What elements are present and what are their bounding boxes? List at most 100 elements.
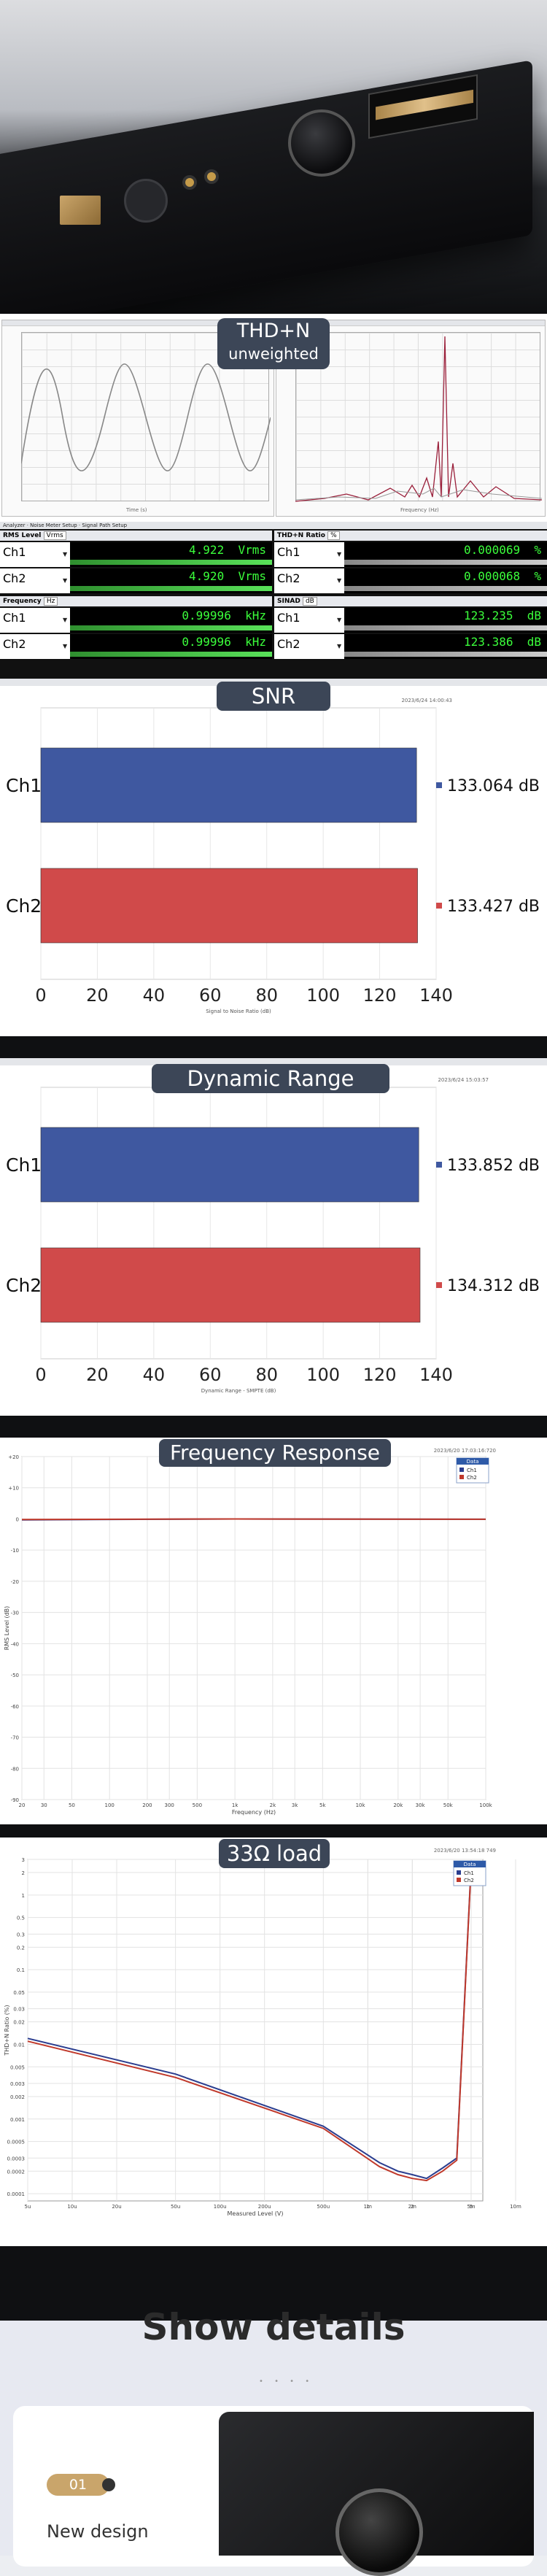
meter-row: Ch2 ▼ 4.920 Vrms: [0, 568, 272, 593]
dynamic-range-chart: 0 20 40 60 80 100 120 140 Dynamic Range - SMPTE …: [6, 1087, 540, 1394]
dropdown-arrow-icon[interactable]: ▼: [63, 617, 68, 623]
x-tick-label: 10u: [67, 2204, 77, 2210]
fft-grid: [295, 332, 540, 501]
meter-header-rms: RMS Level Vrms: [0, 531, 272, 541]
y-tick-label: 0.02: [13, 2020, 25, 2026]
legend-title: Data: [464, 1862, 476, 1867]
x-tick-label: 500u: [317, 2204, 330, 2210]
y-tick-label: -10: [11, 1548, 19, 1554]
y-tick-label: -20: [11, 1579, 19, 1585]
unit-select[interactable]: dB: [302, 597, 317, 606]
card-number-badge: 01: [47, 2474, 115, 2496]
thdn-measurement-panel: Time (s) Frequency (Hz) THD+N unweighted…: [0, 314, 547, 679]
meter-row: Ch1 ▼ 0.000069 %: [274, 542, 547, 567]
legend-label: Ch1: [464, 1870, 474, 1876]
unit-select[interactable]: %: [327, 531, 340, 540]
dropdown-arrow-icon[interactable]: ▼: [63, 551, 68, 558]
dropdown-arrow-icon[interactable]: ▼: [63, 577, 68, 584]
legend-swatch: [459, 1475, 464, 1479]
bar: [40, 868, 418, 944]
legend-swatch: [436, 782, 442, 788]
x-tick-label: 5u: [25, 2204, 31, 2210]
y-tick-label: 1: [22, 1893, 25, 1899]
timestamp: 2023/6/24 14:00:43: [401, 698, 452, 703]
legend-swatch: [457, 1878, 461, 1882]
y-tick-label: -40: [11, 1641, 19, 1647]
x-tick-label: 120: [363, 1365, 397, 1385]
category-label: Ch1: [6, 775, 42, 796]
y-tick-label: 0.0002: [7, 2169, 26, 2175]
y-tick-label: 0.0005: [7, 2140, 26, 2145]
x-tick-label: 5k: [319, 1802, 326, 1808]
dropdown-arrow-icon[interactable]: ▼: [337, 643, 342, 649]
x-tick-label: 20: [19, 1802, 26, 1808]
y-tick-label: -80: [11, 1766, 19, 1772]
meter-header-sinad: SINAD dB: [274, 596, 547, 606]
x-tick-label: 60: [199, 1365, 222, 1385]
x-tick-label: 10m: [510, 2204, 521, 2210]
card-knob-image: [335, 2488, 423, 2576]
x-tick-label: 20: [86, 1365, 109, 1385]
meter-row: Ch2 ▼ 123.386 dB: [274, 634, 547, 659]
dropdown-arrow-icon[interactable]: ▼: [337, 617, 342, 623]
x-tick-label: 140: [419, 1365, 453, 1385]
fft-graph: Frequency (Hz): [276, 320, 546, 517]
category-label: Ch2: [6, 1275, 42, 1296]
timestamp: 2023/6/20 17:03:16:720: [433, 1448, 496, 1454]
x-tick-label: 40: [143, 1365, 166, 1385]
legend-label: Ch2: [467, 1475, 477, 1481]
bar: [40, 1247, 421, 1323]
tab-signal-path[interactable]: Signal Path Setup: [82, 522, 128, 528]
tab-noise-meter[interactable]: Noise Meter Setup: [30, 522, 77, 528]
headphone-jack: [204, 169, 219, 184]
dropdown-arrow-icon[interactable]: ▼: [337, 577, 342, 584]
dropdown-arrow-icon[interactable]: ▼: [63, 643, 68, 649]
meter-row: Ch1 ▼ 0.99996 kHz: [0, 608, 272, 633]
dynamic-range-tag: Dynamic Range: [152, 1064, 389, 1093]
value-label: 133.064 dB: [447, 777, 540, 795]
unit-select[interactable]: Hz: [43, 597, 58, 606]
x-tick-label: 3k: [292, 1802, 298, 1808]
x-tick-label: 1k: [232, 1802, 238, 1808]
x-tick-label: 30k: [416, 1802, 426, 1808]
dropdown-arrow-icon[interactable]: ▼: [337, 551, 342, 558]
fft-xlabel: Frequency (Hz): [400, 507, 439, 513]
meter-row: Ch1 ▼ 4.922 Vrms: [0, 542, 272, 567]
thdn-vs-level-chart: 5u10u20u50u100u200u500u1m2m5m10m20m50m10…: [4, 1857, 521, 2217]
timestamp: 2023/6/24 15:03:57: [438, 1077, 489, 1083]
timestamp: 2023/6/20 13:54:18 749: [433, 1848, 496, 1854]
x-tick-label: 300: [165, 1802, 174, 1808]
x-axis-label: Measured Level (V): [228, 2210, 284, 2217]
meter-row: Ch2 ▼ 0.99996 kHz: [0, 634, 272, 659]
series-line: [21, 1518, 486, 1521]
x-tick-label: 200: [142, 1802, 152, 1808]
y-tick-label: -50: [11, 1673, 19, 1678]
snr-chart: 0 20 40 60 80 100 120 140 Signal to Noise Ratio …: [6, 707, 540, 1014]
y-axis-label: THD+N Ratio (%): [4, 2005, 10, 2056]
y-tick-label: 0.001: [10, 2117, 25, 2123]
category-label: Ch1: [6, 1154, 42, 1176]
x-tick-label: 2m: [408, 2204, 416, 2210]
y-tick-label: 0: [16, 1516, 19, 1522]
x-tick-label: 0: [35, 985, 46, 1006]
sine-wave: [21, 363, 271, 471]
x-tick-label: 0: [35, 1365, 46, 1385]
x-tick-label: 100: [306, 985, 340, 1006]
fft-spectrum: [295, 336, 542, 502]
series-line: [27, 1865, 472, 2180]
x-tick-label: 60: [199, 985, 222, 1006]
unit-select[interactable]: Vrms: [43, 531, 66, 540]
tab-analyzer[interactable]: Analyzer: [3, 522, 26, 528]
legend-swatch: [436, 903, 442, 909]
legend-swatch: [436, 1162, 442, 1168]
bar: [40, 747, 417, 823]
series-line: [27, 1866, 472, 2182]
window-titlebar: [0, 1058, 547, 1065]
y-tick-label: 0.1: [17, 1967, 25, 1973]
meter-panel: Analyzer · Noise Meter Setup · Signal Pa…: [0, 522, 547, 679]
y-axis-label: RMS Level (dB): [4, 1606, 10, 1651]
x-tick-label: 1m: [364, 2204, 372, 2210]
plot-area: [21, 1456, 486, 1800]
dynamic-range-panel: 2023/6/24 15:03:57 0 20 40 60 80 100 120 140 Dyn…: [0, 1058, 547, 1416]
thdn-tag: THD+N unweighted: [217, 318, 330, 369]
